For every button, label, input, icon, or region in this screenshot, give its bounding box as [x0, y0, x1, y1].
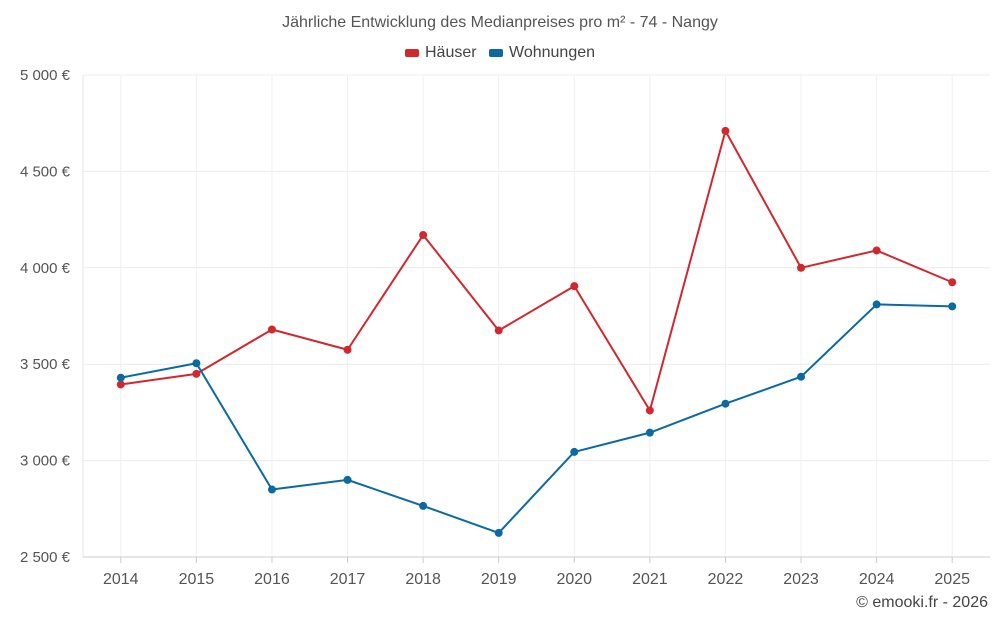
- data-point-houses: [494, 326, 503, 335]
- data-point-apartments: [721, 399, 730, 408]
- data-point-houses: [570, 282, 579, 291]
- data-point-apartments: [116, 373, 125, 382]
- legend-swatch-apartments: [489, 49, 504, 57]
- data-point-houses: [192, 369, 201, 378]
- data-point-houses: [872, 246, 881, 255]
- x-tick-label: 2018: [405, 571, 441, 588]
- series-line-apartments: [120, 303, 953, 534]
- x-tick-label: 2014: [103, 571, 139, 588]
- data-point-apartments: [267, 485, 276, 494]
- x-tick-label: 2024: [859, 571, 895, 588]
- data-point-houses: [948, 278, 957, 287]
- x-tick-label: 2022: [708, 571, 744, 588]
- data-point-apartments: [797, 372, 806, 381]
- data-point-apartments: [192, 359, 201, 368]
- y-tick-label: 3 000 €: [20, 453, 71, 470]
- credit-text: © emooki.fr - 2026: [856, 594, 988, 611]
- data-point-apartments: [494, 528, 503, 537]
- y-tick-label: 2 500 €: [20, 549, 71, 566]
- data-point-houses: [267, 325, 276, 334]
- data-point-houses: [116, 380, 125, 389]
- data-point-houses: [797, 263, 806, 272]
- y-tick-label: 4 500 €: [20, 163, 71, 180]
- data-point-apartments: [645, 428, 654, 437]
- data-point-houses: [645, 406, 654, 415]
- x-tick-label: 2015: [179, 571, 215, 588]
- x-tick-label: 2025: [934, 571, 970, 588]
- series-line-houses: [120, 129, 953, 412]
- x-tick-label: 2020: [556, 571, 592, 588]
- y-tick-label: 3 500 €: [20, 356, 71, 373]
- data-point-apartments: [948, 302, 957, 311]
- legend-label-apartments: Wohnungen: [509, 44, 596, 61]
- x-tick-label: 2023: [783, 571, 819, 588]
- data-point-houses: [419, 231, 428, 240]
- x-tick-label: 2021: [632, 571, 668, 588]
- legend: Häuser Wohnungen: [0, 44, 1000, 62]
- legend-item-houses[interactable]: Häuser: [404, 44, 477, 62]
- x-tick-label: 2017: [330, 571, 366, 588]
- legend-label-houses: Häuser: [424, 44, 477, 61]
- y-tick-label: 4 000 €: [20, 260, 71, 277]
- x-tick-label: 2019: [481, 571, 517, 588]
- y-tick-label: 5 000 €: [20, 67, 71, 84]
- legend-swatch-houses: [404, 49, 419, 57]
- data-point-apartments: [343, 475, 352, 484]
- data-point-apartments: [570, 447, 579, 456]
- data-point-apartments: [419, 501, 428, 510]
- chart-title: Jährliche Entwicklung des Medianpreises …: [282, 14, 718, 31]
- legend-item-apartments[interactable]: Wohnungen: [489, 44, 595, 62]
- data-point-houses: [721, 126, 730, 135]
- x-tick-label: 2016: [254, 571, 290, 588]
- data-point-apartments: [872, 300, 881, 309]
- data-point-houses: [343, 345, 352, 354]
